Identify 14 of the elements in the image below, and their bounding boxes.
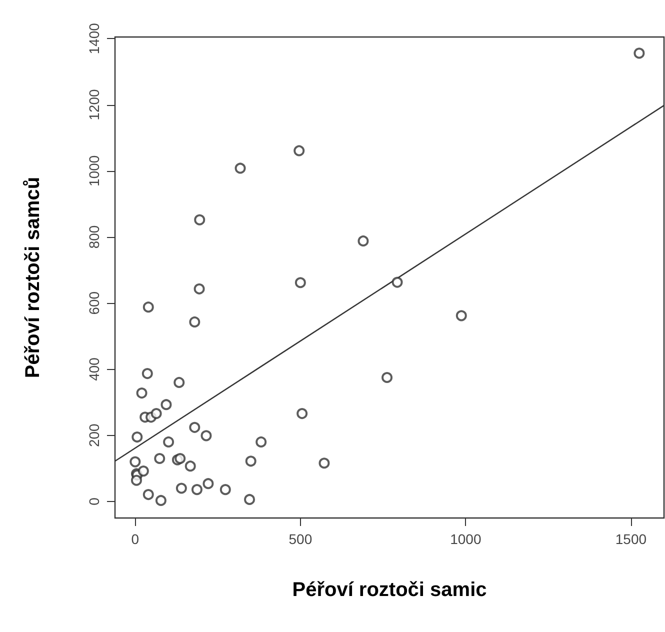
x-axis-title: Péřoví roztoči samic <box>292 579 487 601</box>
y-tick-label: 0 <box>86 497 102 506</box>
y-tick-label: 200 <box>86 423 102 448</box>
y-tick-label: 1200 <box>86 88 102 120</box>
y-tick-label: 600 <box>86 291 102 315</box>
y-tick-label: 800 <box>86 225 102 249</box>
y-tick-label: 1000 <box>86 155 102 186</box>
x-tick-label: 1500 <box>615 531 647 547</box>
x-tick-label: 500 <box>288 531 312 547</box>
x-tick-label: 0 <box>131 531 140 547</box>
y-tick-label: 400 <box>86 357 102 381</box>
y-tick-label: 1400 <box>86 22 102 54</box>
y-axis-title: Péřoví roztoči samců <box>22 176 44 378</box>
x-tick-label: 1000 <box>450 531 482 547</box>
